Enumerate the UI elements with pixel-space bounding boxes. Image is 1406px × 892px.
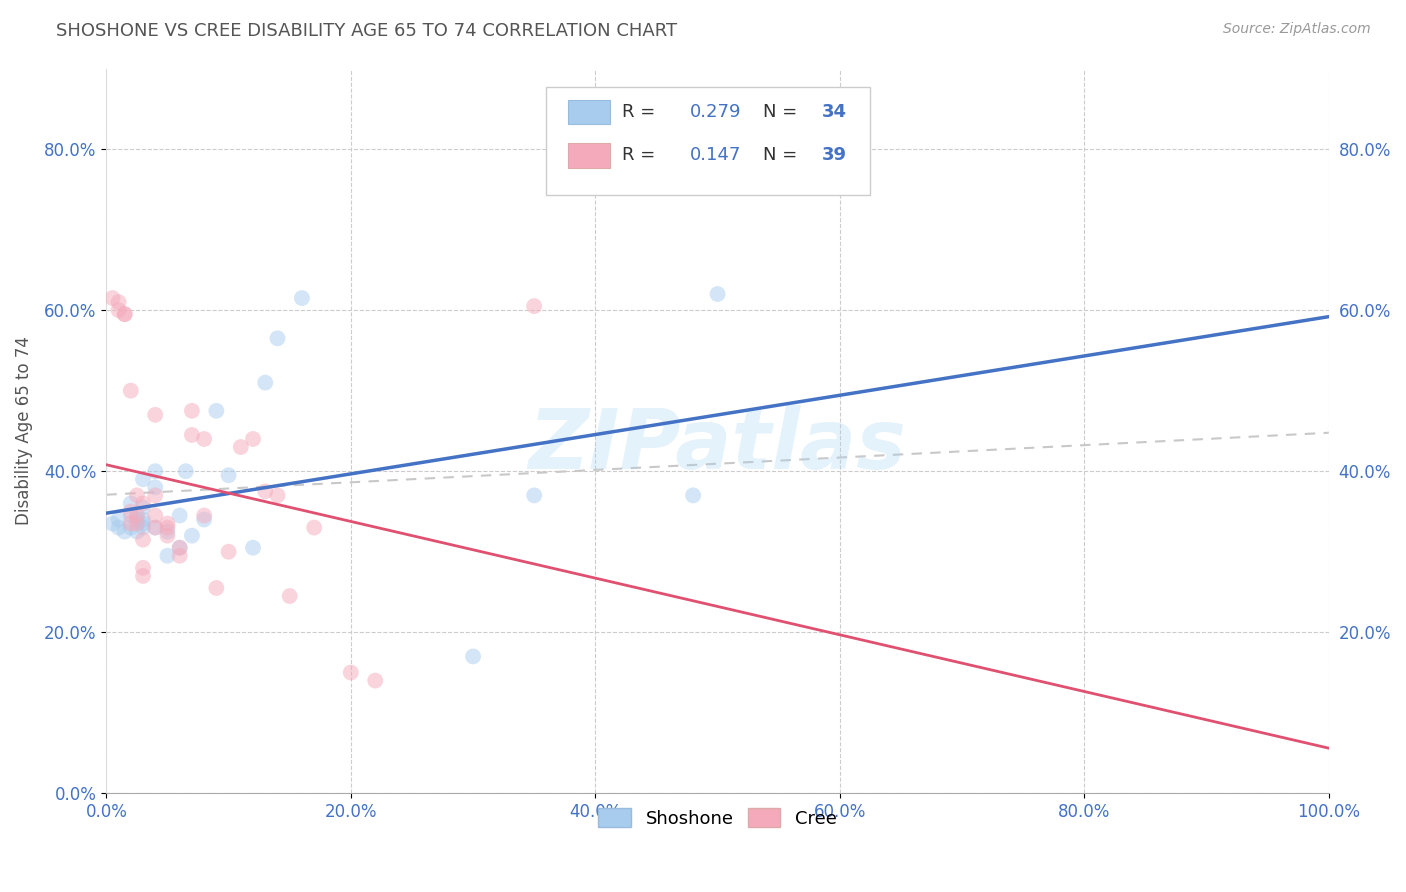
Point (291, 291, 314, 305)
Point (174, 464, 197, 478)
Point (218, 545, 240, 559)
Point (242, 541, 264, 555)
Point (180, 404, 202, 418)
Point (143, 520, 166, 534)
Point (107, 520, 129, 534)
Point (125, 512, 148, 526)
Text: 34: 34 (821, 103, 846, 121)
Point (266, 488, 288, 502)
Text: 0.147: 0.147 (689, 146, 741, 164)
Point (107, 295, 129, 310)
Point (114, 524, 136, 539)
Point (523, 488, 546, 502)
Point (278, 589, 301, 603)
Point (143, 464, 166, 478)
Point (169, 541, 191, 555)
Point (254, 376, 277, 390)
Point (114, 307, 136, 321)
Point (156, 524, 179, 539)
Point (156, 516, 179, 531)
Point (132, 533, 155, 547)
Text: N =: N = (763, 103, 803, 121)
Point (120, 384, 142, 398)
Point (254, 484, 277, 499)
Point (143, 480, 166, 494)
Point (169, 541, 191, 555)
Point (193, 512, 215, 526)
Text: N =: N = (763, 146, 803, 164)
FancyBboxPatch shape (568, 144, 610, 168)
Point (120, 516, 142, 531)
Point (682, 488, 704, 502)
Point (193, 508, 215, 523)
Point (107, 512, 129, 526)
Point (706, 287, 728, 301)
Point (218, 468, 240, 483)
Point (120, 520, 142, 534)
Point (180, 528, 202, 542)
Point (120, 504, 142, 518)
Text: 0.279: 0.279 (689, 103, 741, 121)
Point (132, 516, 155, 531)
Point (125, 508, 148, 523)
Point (229, 440, 252, 454)
Point (205, 581, 228, 595)
Point (143, 408, 166, 422)
FancyBboxPatch shape (568, 100, 610, 124)
Point (101, 291, 124, 305)
Point (120, 496, 142, 510)
Point (101, 516, 124, 531)
Point (107, 303, 129, 318)
Point (156, 549, 179, 563)
Point (143, 520, 166, 534)
Point (132, 561, 155, 575)
Point (156, 528, 179, 542)
Point (125, 488, 148, 502)
Point (266, 331, 288, 345)
Point (242, 432, 264, 446)
Point (132, 512, 155, 526)
FancyBboxPatch shape (547, 87, 870, 195)
Point (143, 508, 166, 523)
Point (132, 569, 155, 583)
Y-axis label: Disability Age 65 to 74: Disability Age 65 to 74 (15, 336, 32, 525)
Point (120, 508, 142, 523)
Point (169, 549, 191, 563)
Point (132, 500, 155, 515)
Point (156, 520, 179, 534)
Point (302, 520, 325, 534)
Point (205, 404, 228, 418)
Text: ZIPatlas: ZIPatlas (529, 405, 907, 486)
Point (169, 508, 191, 523)
Point (364, 673, 387, 688)
Point (143, 488, 166, 502)
Legend: Shoshone, Cree: Shoshone, Cree (592, 801, 844, 835)
Point (125, 516, 148, 531)
Point (461, 649, 484, 664)
Point (523, 299, 546, 313)
Point (132, 520, 155, 534)
Text: Source: ZipAtlas.com: Source: ZipAtlas.com (1223, 22, 1371, 37)
Text: R =: R = (623, 146, 661, 164)
Point (132, 472, 155, 486)
Point (114, 307, 136, 321)
Point (340, 665, 363, 680)
Point (132, 496, 155, 510)
Text: 39: 39 (821, 146, 846, 164)
Text: SHOSHONE VS CREE DISABILITY AGE 65 TO 74 CORRELATION CHART: SHOSHONE VS CREE DISABILITY AGE 65 TO 74… (56, 22, 678, 40)
Text: R =: R = (623, 103, 661, 121)
Point (193, 432, 215, 446)
Point (125, 524, 148, 539)
Point (180, 428, 202, 442)
